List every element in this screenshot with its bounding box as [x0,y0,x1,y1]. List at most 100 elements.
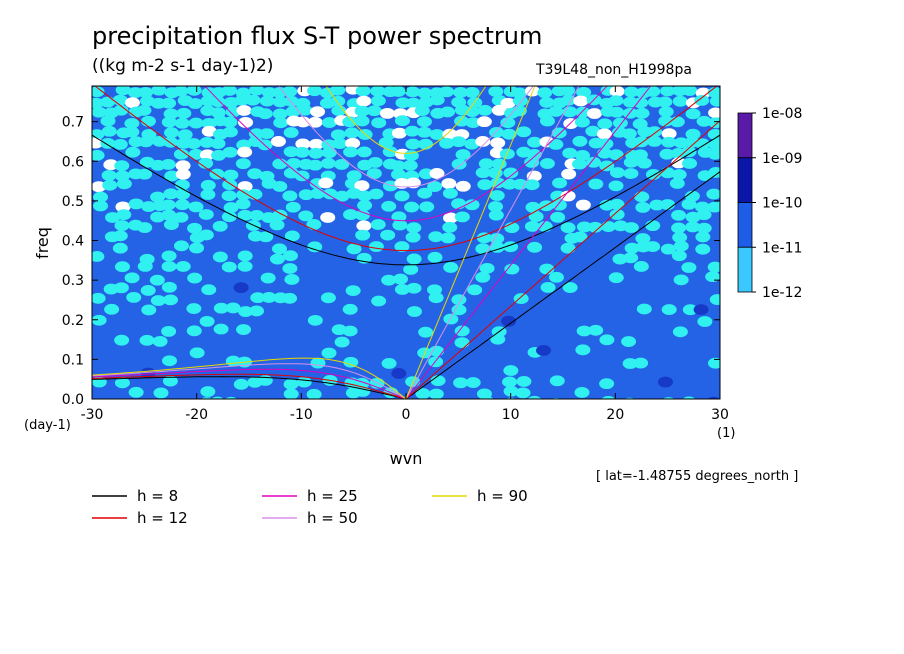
heat-cell [306,388,322,399]
heat-cell [516,376,532,387]
heat-cell [224,396,237,399]
heat-cell [672,326,688,338]
heat-cell [114,261,130,273]
heat-cell [705,271,720,283]
heat-cell [330,129,346,141]
heat-cell [282,250,298,262]
heat-cell [161,116,177,128]
rossby-curve [92,357,407,399]
heat-cell [176,107,192,119]
heat-cell [283,95,299,107]
heat-cell [660,199,676,210]
heat-cell [406,282,422,294]
y-tick-label: 0.7 [62,115,84,131]
heat-cell [451,198,467,210]
heat-cell [92,149,105,161]
heat-cell [210,138,226,149]
heat-cell [635,233,651,244]
heat-cell [539,115,555,127]
heat-cell [562,147,578,159]
heat-cell [428,231,444,243]
y-axis-label: freq [33,227,52,259]
rossby-curve [92,368,407,399]
heat-cell [707,201,720,213]
heat-cell [453,377,469,389]
heat-cell [152,335,168,347]
y-tick-label: 0.6 [62,154,84,170]
heat-cell [354,115,370,127]
heat-cell [297,104,313,116]
heat-cell [576,86,592,98]
heat-cell [442,187,458,199]
heat-cell [330,95,346,107]
heat-cell [371,295,387,307]
heat-cell [600,221,616,232]
heat-cell [404,201,420,213]
run-id-label: T39L48_non_H1998pa [536,62,692,78]
heat-cell [149,274,165,286]
heat-cell [511,87,527,99]
heat-cell [475,271,491,283]
heat-cell [174,117,190,129]
heat-cell [367,157,383,168]
heat-cell [161,97,177,109]
heat-cell [674,398,678,399]
heat-cell [261,87,277,98]
heat-cell [694,94,710,106]
heat-cell [371,117,387,129]
heat-cell [560,190,576,202]
y-tick-label: 0.5 [62,194,84,210]
heat-cell [150,191,166,203]
heat-cell [572,231,588,243]
heat-cell [177,129,193,141]
rossby-curve [92,376,407,399]
heat-cell [186,138,202,149]
heat-cell [114,377,130,389]
chart-units: ((kg m-2 s-1 day-1)2) [92,56,274,76]
heat-cell [574,387,590,398]
heat-cell [428,292,444,304]
heat-cell [451,136,467,148]
heat-cell [282,263,298,274]
heat-cell [174,188,190,200]
heat-cell [419,201,435,213]
heat-cell [697,316,713,327]
heat-cell [199,137,215,148]
heat-cell [681,198,697,210]
heat-cell [366,399,381,410]
heat-cell [381,358,397,369]
heat-cell [608,95,624,107]
heat-cell [141,201,157,212]
heat-cell [574,150,590,161]
heat-cell [722,97,737,108]
heat-cell [560,222,576,234]
heat-cell [245,94,261,106]
heat-cell [441,178,457,189]
heat-cell [658,106,674,118]
heat-cell [212,220,228,232]
heat-cell [198,157,214,169]
x-tick-label: 30 [711,407,729,423]
heat-cell [576,325,592,337]
heat-cell [124,118,140,129]
heat-cell [573,95,589,107]
heat-cell [608,180,624,192]
y-tick-label: 0.3 [62,273,84,289]
heat-cell [152,135,168,147]
heat-cell [138,86,154,98]
heat-cell [283,388,299,399]
x-tick-label: 10 [502,407,520,423]
heat-cell [356,95,372,107]
heat-cell [150,295,166,306]
kelvin-curve [405,86,536,399]
heat-cell [439,137,455,149]
heat-cell [124,126,140,138]
heat-cell [476,116,492,128]
heat-cell [455,399,470,410]
heat-cell [442,221,458,233]
heat-cell [298,210,314,222]
heat-cell [394,115,410,127]
heat-cell [719,152,720,157]
heat-cell [671,209,687,221]
heat-cell [428,388,444,399]
